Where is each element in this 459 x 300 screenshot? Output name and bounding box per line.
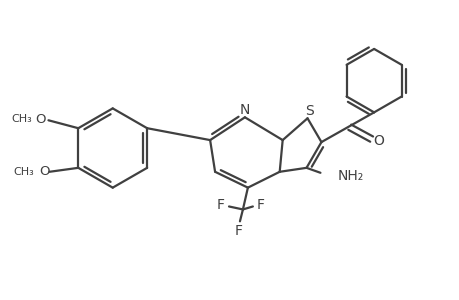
Text: CH₃: CH₃ (14, 167, 34, 177)
Text: O: O (39, 165, 50, 178)
Text: F: F (256, 199, 264, 212)
Text: O: O (35, 113, 45, 126)
Text: F: F (217, 199, 224, 212)
Text: CH₃: CH₃ (12, 114, 33, 124)
Text: S: S (304, 104, 313, 118)
Text: O: O (372, 134, 383, 148)
Text: F: F (235, 224, 242, 238)
Text: NH₂: NH₂ (336, 169, 363, 183)
Text: N: N (239, 103, 250, 117)
